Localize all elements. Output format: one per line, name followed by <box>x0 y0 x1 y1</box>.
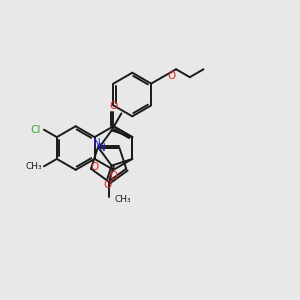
Text: O: O <box>103 180 111 190</box>
Text: O: O <box>167 71 175 81</box>
Text: N: N <box>93 138 101 148</box>
Text: Cl: Cl <box>31 125 41 135</box>
Text: N: N <box>98 143 106 153</box>
Text: O: O <box>109 171 118 181</box>
Text: CH₃: CH₃ <box>115 195 131 204</box>
Text: CH₃: CH₃ <box>25 162 42 171</box>
Text: O: O <box>91 162 99 172</box>
Text: O: O <box>109 101 118 111</box>
